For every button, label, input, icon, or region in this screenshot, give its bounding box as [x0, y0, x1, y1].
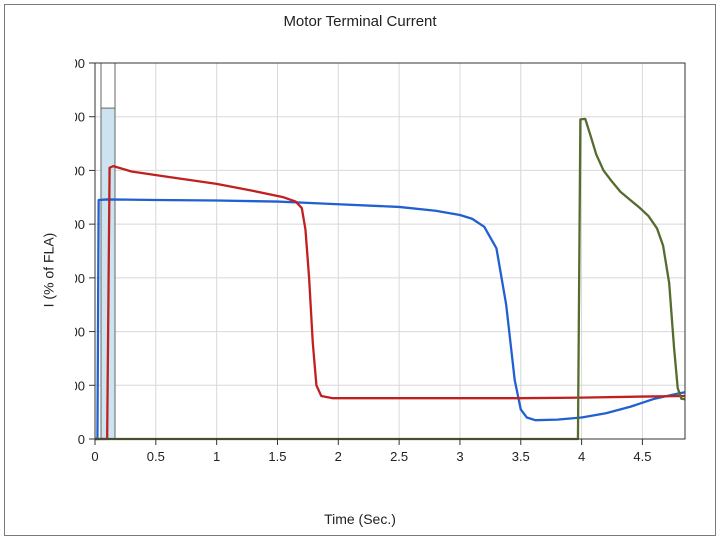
x-tick-label: 2.5 — [390, 449, 408, 464]
y-tick-label: 500 — [75, 163, 85, 178]
y-tick-label: 700 — [75, 56, 85, 71]
x-tick-label: 0 — [91, 449, 98, 464]
plot-area: 0 0.5 1 1.5 2 2.5 3 3.5 4 4.5 0 100 200 300 400 500 600 7… — [75, 35, 695, 475]
x-tick-label: 3 — [456, 449, 463, 464]
plot-svg: 0 0.5 1 1.5 2 2.5 3 3.5 4 4.5 0 100 200 300 400 500 600 7… — [75, 35, 695, 475]
chart-title: Motor Terminal Current — [5, 13, 715, 30]
y-tick-label: 0 — [78, 432, 85, 447]
y-tick-label: 200 — [75, 325, 85, 340]
y-axis-label: I (% of FLA) — [40, 233, 56, 308]
x-tick-label: 4.5 — [633, 449, 651, 464]
plot-border — [95, 63, 685, 439]
x-axis-label: Time (Sec.) — [5, 511, 715, 527]
y-tick-label: 400 — [75, 217, 85, 232]
y-tick-label: 300 — [75, 271, 85, 286]
x-tick-label: 0.5 — [147, 449, 165, 464]
x-tick-label: 1.5 — [268, 449, 286, 464]
x-tick-label: 2 — [335, 449, 342, 464]
y-tick-label: 600 — [75, 110, 85, 125]
x-tick-label: 1 — [213, 449, 220, 464]
chart-frame: Motor Terminal Current Syn1Pump 1Mtr7 I … — [4, 4, 716, 536]
x-tick-label: 3.5 — [512, 449, 530, 464]
x-tick-label: 4 — [578, 449, 585, 464]
y-tick-label: 100 — [75, 378, 85, 393]
